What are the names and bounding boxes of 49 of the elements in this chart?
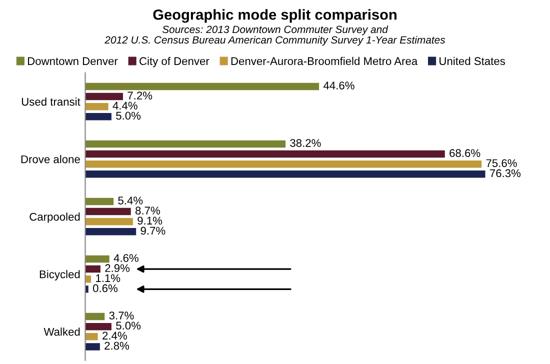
legend-label: Denver-Aurora-Broomfield Metro Area	[231, 56, 418, 66]
data-label: 3.7%	[109, 312, 134, 320]
data-label: 5.0%	[116, 322, 141, 330]
bar	[85, 160, 482, 168]
bar	[85, 92, 123, 100]
y-tick-label: Drove alone	[21, 155, 80, 164]
bar	[85, 82, 320, 90]
data-label: 8.7%	[136, 206, 160, 215]
y-tick-label: Walked	[44, 328, 80, 336]
data-label: 4.6%	[114, 254, 138, 262]
data-label: 38.2%	[290, 139, 321, 147]
bar	[85, 265, 100, 273]
data-label: 5.0%	[116, 112, 141, 120]
y-tick-label: Carpooled	[30, 212, 80, 223]
data-label: 9.7%	[140, 226, 166, 235]
data-label: 7.2%	[128, 92, 152, 100]
bar	[85, 333, 98, 340]
bar	[85, 113, 112, 120]
bar	[85, 208, 131, 216]
data-label: 9.1%	[138, 216, 162, 225]
bar	[85, 198, 114, 206]
data-label: 2.8%	[104, 342, 130, 350]
legend-label: City of Denver	[140, 56, 210, 68]
data-label: 68.6%	[450, 149, 480, 158]
y-tick-label: Used transit	[22, 98, 80, 106]
bar	[85, 312, 105, 320]
chart-title: Geographic mode split comparison	[153, 9, 396, 23]
bar	[85, 102, 108, 110]
bar	[85, 170, 486, 178]
bar	[85, 150, 445, 158]
data-label: 4.4%	[112, 102, 138, 110]
legend-label: Downtown Denver	[28, 57, 118, 66]
data-label: 44.6%	[323, 82, 354, 90]
y-tick-label: Bicycled	[40, 270, 80, 280]
bar	[85, 343, 100, 350]
bar	[85, 218, 133, 226]
chart-subtitle: Sources: 2013 Downtown Commuter Survey and 2012 U.S. Census Bureau American Community Survey 1-Year Estimates	[104, 25, 446, 46]
data-label: 1.1%	[96, 274, 120, 282]
data-label: 2.9%	[105, 264, 130, 272]
data-label: 76.3%	[490, 169, 521, 178]
bar	[85, 140, 286, 148]
data-label: 0.6%	[92, 284, 118, 292]
bar	[85, 228, 136, 236]
bar	[85, 322, 112, 330]
data-label: 75.6%	[486, 159, 517, 168]
bar	[85, 255, 110, 263]
data-label: 5.4%	[118, 196, 143, 204]
legend-label: United States	[440, 56, 506, 66]
data-label: 2.4%	[102, 332, 127, 340]
